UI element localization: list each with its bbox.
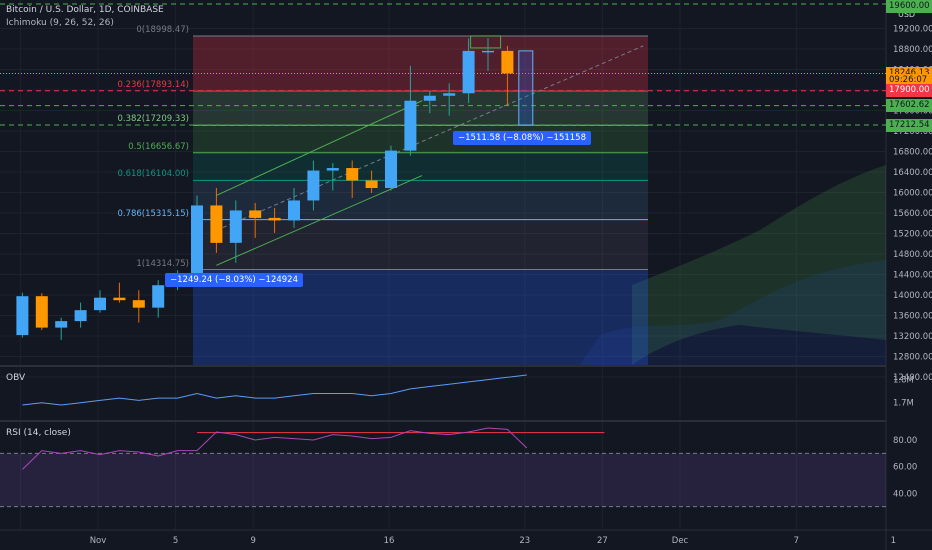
measure-box-2[interactable]: [518, 50, 534, 126]
price-tag: 17212.54: [886, 118, 932, 132]
price-tick: 16800.00: [893, 148, 932, 158]
price-tag: 17602.62: [886, 99, 932, 113]
candle[interactable]: [482, 50, 494, 53]
candle[interactable]: [268, 217, 281, 221]
obv-label[interactable]: OBV: [6, 373, 26, 383]
candle[interactable]: [152, 285, 165, 308]
rsi-line[interactable]: [22, 427, 528, 470]
price-tick: 12400.00: [893, 373, 932, 383]
candle[interactable]: [385, 150, 397, 188]
main-pane[interactable]: [0, 0, 886, 366]
price-tick: 14800.00: [893, 250, 932, 260]
candle[interactable]: [462, 50, 475, 94]
ichimoku-cloud-blue: [580, 260, 886, 365]
rsi-label[interactable]: RSI (14, close): [6, 428, 71, 438]
price-tick: 15600.00: [893, 209, 932, 219]
candle[interactable]: [210, 205, 223, 243]
price-tag: 19600.00: [886, 0, 932, 13]
price-tick: 18800.00: [893, 45, 932, 55]
symbol-title[interactable]: Bitcoin / U.S. Dollar, 1D, COINBASE: [6, 5, 164, 15]
candle[interactable]: [288, 200, 300, 221]
date-tick: Nov: [89, 536, 107, 546]
measure-label-2[interactable]: −1511.58 (−8.08%) −151158: [453, 131, 592, 145]
measure-label-1[interactable]: −1249.24 (−8.03%) −124924: [165, 273, 304, 287]
price-tick: 13600.00: [893, 312, 932, 322]
fib-level-label: 0.382(17209.33): [117, 114, 189, 125]
candle[interactable]: [16, 296, 29, 336]
rsi-tick: 60.00: [893, 463, 917, 473]
indicator-label[interactable]: Ichimoku (9, 26, 52, 26): [6, 18, 114, 28]
candle[interactable]: [423, 95, 436, 101]
fib-zone: [193, 180, 648, 220]
currency-label[interactable]: USD: [898, 10, 916, 19]
candle[interactable]: [35, 296, 48, 328]
candle[interactable]: [113, 297, 126, 301]
fib-level-label: 0.618(16104.00): [117, 169, 189, 180]
date-tick: Dec: [671, 536, 689, 546]
price-tick: 19200.00: [893, 25, 932, 35]
fib-level-label: 0.786(15315.15): [117, 208, 189, 219]
obv-tick: 1.7M: [893, 399, 914, 409]
candle[interactable]: [74, 310, 87, 322]
price-tick: 14400.00: [893, 271, 932, 281]
date-tick: 1: [890, 536, 897, 546]
price-tag: 17900.00: [886, 84, 932, 98]
candle[interactable]: [94, 297, 106, 311]
price-tick: 13200.00: [893, 332, 932, 342]
price-tick: 12800.00: [893, 353, 932, 363]
fib-zone: [193, 36, 648, 92]
price-tick: 15200.00: [893, 230, 932, 240]
candle[interactable]: [191, 205, 203, 278]
rsi-tick: 80.00: [893, 436, 917, 446]
obv-line[interactable]: [22, 374, 527, 406]
candle[interactable]: [346, 168, 359, 181]
price-tick: 14000.00: [893, 291, 932, 301]
price-tag: 09:26:07: [886, 73, 932, 87]
rsi-band: [0, 453, 886, 507]
candle[interactable]: [307, 170, 320, 201]
rsi-tick: 40.00: [893, 489, 917, 499]
candle[interactable]: [501, 50, 514, 74]
obv-tick: 1.8M: [893, 376, 914, 386]
date-tick: 9: [250, 536, 256, 546]
ichimoku-cloud-green: [632, 165, 886, 365]
fib-level-label: 0.5(16656.67): [128, 141, 189, 152]
channel-upper[interactable]: [216, 100, 423, 196]
fib-zone: [193, 91, 648, 126]
fib-level-label: 0(18998.47): [136, 25, 189, 35]
date-tick: 27: [596, 536, 608, 546]
candle[interactable]: [365, 180, 378, 188]
date-tick: 23: [519, 536, 531, 546]
channel-median: [216, 45, 644, 231]
date-tick: 16: [383, 536, 395, 546]
fib-zone: [193, 219, 648, 270]
candle[interactable]: [404, 100, 417, 151]
candle[interactable]: [132, 300, 145, 308]
fib-level-label: 1(14314.75): [136, 258, 189, 269]
candle[interactable]: [249, 210, 262, 218]
price-tick: 16400.00: [893, 168, 932, 178]
fib-level-label: 0.236(17893.14): [117, 80, 189, 91]
candle[interactable]: [229, 210, 242, 243]
date-tick: 5: [172, 536, 179, 546]
date-tick: 7: [793, 536, 800, 546]
price-tick: 16000.00: [893, 189, 932, 199]
channel-lower[interactable]: [216, 175, 423, 266]
price-tick: 17200.00: [893, 127, 932, 137]
candle[interactable]: [443, 93, 456, 96]
range-box: [470, 35, 502, 49]
candle[interactable]: [326, 168, 339, 171]
candle[interactable]: [55, 321, 68, 328]
